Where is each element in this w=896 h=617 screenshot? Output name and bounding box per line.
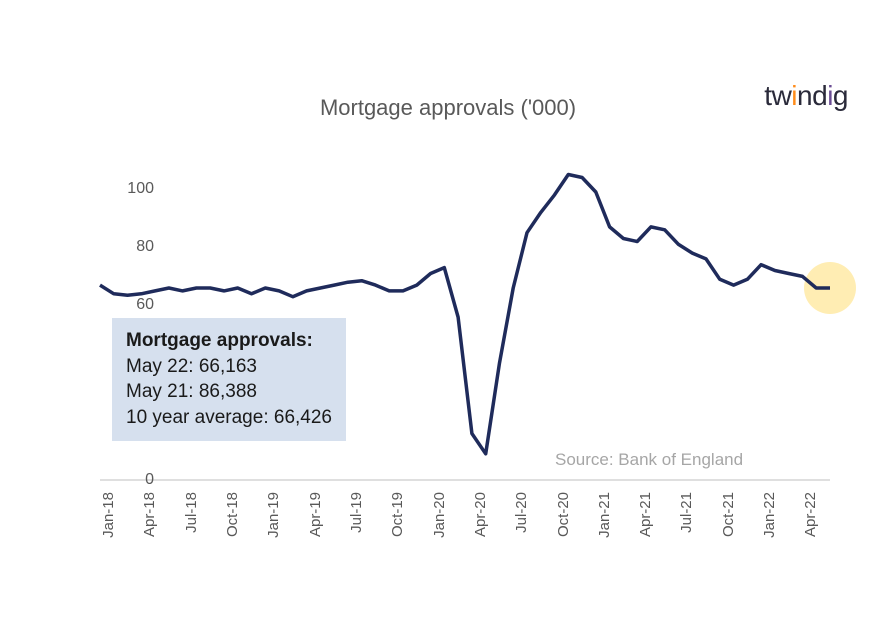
chart-title: Mortgage approvals ('000)	[0, 95, 896, 121]
x-tick-label: Oct-20	[555, 492, 572, 562]
x-tick-label: Jan-20	[431, 492, 448, 562]
x-tick-label: Jan-18	[100, 492, 117, 562]
annotation-line-1: May 22: 66,163	[126, 354, 332, 380]
brand-logo: twindig	[764, 80, 848, 112]
annotation-line-2: May 21: 86,388	[126, 379, 332, 405]
x-tick-label: Jan-19	[265, 492, 282, 562]
y-tick-label: 60	[104, 296, 154, 314]
x-tick-label: Jul-20	[513, 492, 530, 562]
annotation-line-3: 10 year average: 66,426	[126, 405, 332, 431]
x-tick-label: Oct-19	[389, 492, 406, 562]
y-tick-label: 0	[104, 471, 154, 489]
x-tick-label: Apr-19	[307, 492, 324, 562]
x-tick-label: Jan-21	[596, 492, 613, 562]
x-tick-label: Apr-20	[472, 492, 489, 562]
x-tick-label: Oct-21	[720, 492, 737, 562]
x-tick-label: Apr-21	[637, 492, 654, 562]
x-tick-label: Jan-22	[761, 492, 778, 562]
x-tick-label: Jul-21	[678, 492, 695, 562]
x-tick-label: Apr-22	[802, 492, 819, 562]
x-tick-label: Jul-19	[348, 492, 365, 562]
x-tick-label: Oct-18	[224, 492, 241, 562]
source-label: Source: Bank of England	[555, 450, 743, 470]
x-tick-label: Jul-18	[183, 492, 200, 562]
annotation-box: Mortgage approvals: May 22: 66,163 May 2…	[112, 318, 346, 441]
y-tick-label: 80	[104, 238, 154, 256]
annotation-heading: Mortgage approvals:	[126, 328, 332, 354]
y-tick-label: 100	[104, 180, 154, 198]
x-tick-label: Apr-18	[141, 492, 158, 562]
